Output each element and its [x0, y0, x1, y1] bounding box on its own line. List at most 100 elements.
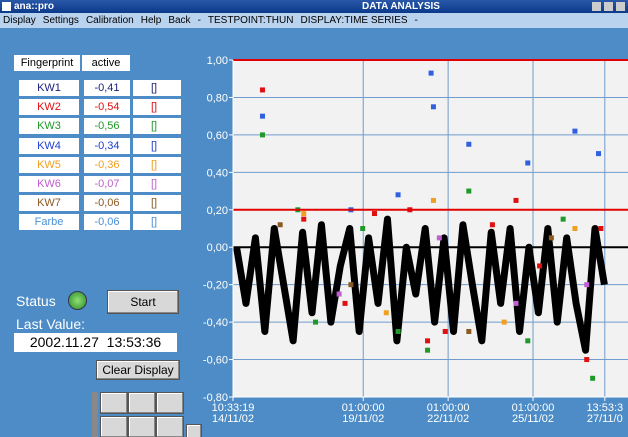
data-point [489, 222, 495, 228]
row-name: KW5 [19, 156, 79, 173]
data-point [428, 70, 434, 76]
data-point [342, 300, 348, 306]
clear-display-button[interactable]: Clear Display [96, 360, 180, 380]
tool-button[interactable] [156, 392, 184, 414]
window-title: DATA ANALYSIS [362, 1, 440, 12]
data-point [548, 235, 554, 241]
data-point [259, 132, 265, 138]
data-point [442, 328, 448, 334]
data-point [425, 338, 431, 344]
row-name: KW1 [19, 80, 79, 96]
data-point [596, 151, 602, 157]
x-tick-label: 01:00:00 25/11/02 [511, 402, 555, 425]
row-name: KW3 [19, 118, 79, 135]
data-point [513, 300, 519, 306]
row-value: -0,54 [84, 99, 130, 116]
data-point [430, 197, 436, 203]
maximize-button[interactable] [604, 2, 613, 11]
data-point [436, 235, 442, 241]
data-point [277, 222, 283, 228]
row-active: [] [133, 214, 181, 231]
table-header: active [82, 55, 130, 71]
data-point [259, 113, 265, 119]
y-tick-label: -0,40 [203, 317, 228, 329]
data-point [395, 328, 401, 334]
minimize-button[interactable] [592, 2, 601, 11]
x-tick-label: 01:00:00 22/11/02 [426, 402, 470, 425]
y-tick-label: -0,80 [203, 392, 228, 404]
tool-button[interactable] [156, 416, 184, 437]
status-led [68, 291, 87, 310]
y-tick-label: 1,00 [207, 55, 228, 67]
data-point [525, 160, 531, 166]
data-point [584, 282, 590, 288]
menu-item[interactable]: - [414, 15, 418, 26]
menu-item[interactable]: TESTPOINT:THUN [207, 15, 294, 26]
y-tick-label: 0,60 [207, 130, 228, 142]
row-name: KW4 [19, 137, 79, 154]
start-button[interactable]: Start [107, 290, 179, 314]
last-value: 2002.11.27 13:53:36 [14, 333, 177, 352]
status-label: Status [16, 293, 56, 309]
toolbar-grip [92, 392, 98, 437]
data-point [395, 192, 401, 198]
row-active: [] [133, 137, 181, 154]
menu-item[interactable]: Settings [42, 15, 79, 26]
menu-item[interactable]: Display [3, 15, 36, 26]
menu-item[interactable]: Calibration [85, 15, 134, 26]
data-point [360, 226, 366, 231]
data-point [501, 319, 507, 325]
tool-button[interactable] [100, 416, 128, 437]
tool-button[interactable] [128, 392, 156, 414]
row-name: KW7 [19, 195, 79, 212]
title-bar: ana::pro DATA ANALYSIS [0, 0, 628, 13]
row-value: -0,06 [84, 214, 130, 231]
row-active: [] [133, 118, 181, 135]
data-point [466, 141, 472, 147]
menu-item[interactable]: - [197, 15, 201, 26]
row-value: -0,36 [84, 156, 130, 173]
y-tick-label: 0,40 [207, 167, 228, 179]
row-active: [] [133, 195, 181, 212]
data-point [301, 211, 307, 217]
x-tick-label: 10:33:19 14/11/02 [211, 402, 255, 425]
menu-item[interactable]: DISPLAY:TIME SERIES [300, 15, 408, 26]
x-tick-label: 01:00:00 19/11/02 [341, 402, 385, 425]
data-point [598, 226, 604, 231]
data-point [525, 338, 531, 344]
row-name: KW2 [19, 99, 79, 116]
app-icon [2, 2, 11, 11]
y-tick-label: -0,60 [203, 355, 228, 367]
last-value-label: Last Value: [16, 316, 86, 332]
add-button[interactable] [186, 424, 202, 437]
data-point [301, 216, 307, 222]
tool-button[interactable] [100, 392, 128, 414]
plot-area [233, 60, 628, 397]
menu-item[interactable]: Back [168, 15, 191, 26]
row-active: [] [133, 99, 181, 116]
row-active: [] [133, 80, 181, 96]
close-button[interactable] [616, 2, 625, 11]
data-point [259, 87, 265, 93]
data-point [590, 375, 596, 381]
row-value: -0,06 [84, 195, 130, 212]
menu-bar: Display Settings Calibration Help Back - TESTP… [0, 13, 628, 28]
y-tick-label: 0,80 [207, 92, 228, 104]
data-point [466, 188, 472, 194]
data-point [466, 328, 472, 334]
app-name: ana::pro [14, 1, 54, 12]
row-value: -0,41 [84, 80, 130, 96]
data-point [348, 282, 354, 288]
menu-item[interactable]: Help [140, 15, 162, 26]
data-point [584, 357, 590, 363]
data-line [233, 215, 608, 354]
row-value: -0,56 [84, 118, 130, 135]
y-tick-label: 0,00 [207, 242, 228, 254]
row-name: Farbe [19, 214, 79, 231]
tool-button[interactable] [128, 416, 156, 437]
row-value: -0,07 [84, 176, 130, 192]
table-header: Fingerprint [14, 55, 80, 71]
x-tick-label: 13:53:3 27/11/0 [586, 402, 624, 425]
